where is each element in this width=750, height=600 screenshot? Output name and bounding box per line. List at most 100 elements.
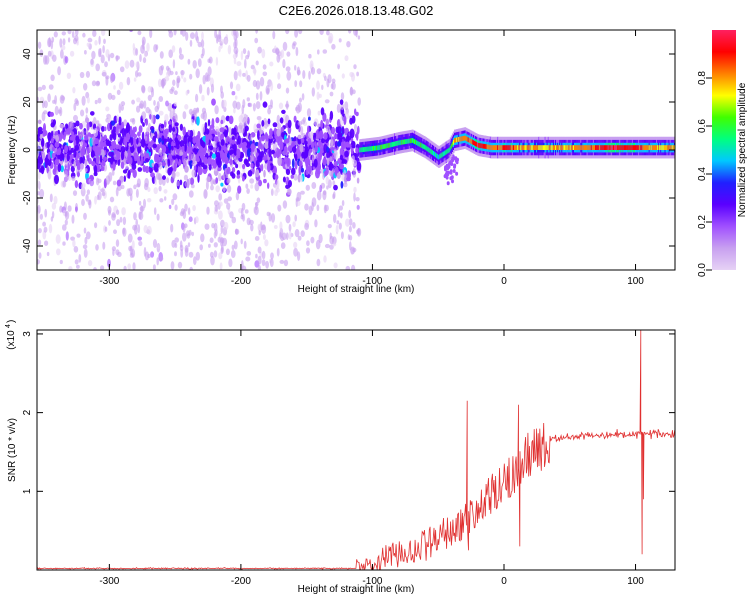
spectrogram-cell (620, 145, 622, 150)
spectrogram-cell (285, 214, 291, 224)
spectrogram-cell (76, 172, 80, 177)
spectrogram-cell (649, 145, 652, 150)
spectrogram-cell (41, 137, 45, 147)
spectrogram-cell (233, 57, 237, 65)
spectrogram-cell (184, 181, 189, 187)
snr-frame (36, 329, 676, 571)
spectrogram-cell (170, 261, 175, 270)
spectrogram-cell (270, 81, 274, 91)
spectrogram-cell (235, 159, 240, 164)
spectrogram-cell (37, 149, 40, 157)
spectrogram-cell (492, 145, 495, 150)
spectrogram-cell (441, 152, 443, 158)
spectrogram-cell (330, 139, 334, 146)
spectrogram-cell (664, 145, 667, 150)
spectrogram-cell (213, 242, 218, 248)
spectrogram-cell (231, 135, 235, 141)
spectrogram-cell (494, 145, 496, 150)
spectrogram-cell (113, 229, 117, 234)
spectrogram-cell (254, 182, 260, 192)
spectrogram-cell (419, 142, 421, 147)
spectrogram-cell (246, 148, 251, 158)
spectrogram-cell (184, 247, 189, 257)
spectrogram-cell (136, 97, 141, 103)
spectrogram-cell (298, 160, 303, 167)
spectrogram-cell (207, 66, 212, 76)
spectrogram-cell (233, 148, 237, 156)
spectrogram-cell (325, 176, 329, 185)
spectrogram-cell (250, 64, 255, 70)
spectrogram-cell (190, 184, 195, 189)
spectrogram-cell (148, 141, 151, 150)
spectrogram-cell (69, 154, 73, 161)
spectrogram-cell (350, 140, 356, 149)
spectrogram-cell (416, 140, 418, 146)
spectrogram-cell (73, 114, 78, 122)
spectrogram-cell (65, 174, 70, 181)
spectrogram-cell (171, 141, 175, 147)
spectrogram-cell (304, 140, 308, 147)
spectrogram-cell (599, 145, 601, 150)
spectrogram-cell (51, 202, 57, 210)
spectrogram-cell (357, 97, 362, 106)
spectrogram-cell (377, 145, 379, 151)
spectrogram-cell (287, 145, 293, 152)
spectrogram-cell (140, 44, 146, 54)
spectrogram-cell (571, 145, 574, 150)
spectrogram-cell (129, 59, 135, 68)
spectrogram-cell (176, 180, 180, 187)
spectrogram-cell (85, 117, 90, 123)
spectrogram-cell (81, 95, 86, 106)
spectrogram-cell (524, 145, 527, 150)
spectrogram-cell (195, 251, 200, 261)
spectrogram-cell (255, 202, 258, 210)
spectrogram-cell (285, 30, 290, 35)
spectrogram-cell (328, 32, 334, 43)
spectrogram-cell (641, 145, 643, 150)
spectrogram-cell (62, 224, 67, 231)
spectrogram-cell (92, 30, 97, 37)
colorbar-tick-label: 0.0 (697, 263, 708, 277)
spectrogram-cell (335, 224, 339, 235)
spectrogram-cell (192, 147, 197, 153)
spectrogram-cell (131, 163, 137, 170)
spectrogram-cell (208, 243, 211, 248)
spectrogram-cell (244, 209, 249, 214)
spectrogram-cell (176, 144, 180, 150)
spectrogram-cell (149, 30, 153, 39)
spectrogram-cell (311, 154, 315, 162)
spectrogram-cell (43, 110, 48, 115)
spectrogram-cell (218, 45, 221, 53)
spectrogram-cell (578, 145, 580, 150)
spectrogram-y-tick-label: 20 (22, 96, 33, 108)
spectrogram-cell (316, 258, 321, 267)
spectrogram-cell (449, 169, 453, 174)
spectrogram-cell (465, 136, 468, 141)
spectrogram-cell (151, 114, 154, 124)
spectrogram-cell (184, 165, 189, 173)
spectrogram-cell (121, 207, 126, 216)
spectrogram-cell (346, 176, 351, 182)
spectrogram-cell (167, 136, 170, 143)
spectrogram-cell (218, 172, 222, 182)
spectrogram-cell (99, 154, 103, 163)
spectrogram-cell (91, 50, 96, 60)
snr-x-tick-label: -300 (99, 576, 119, 587)
spectrogram-cell (255, 253, 258, 259)
spectrogram-cell (365, 146, 368, 152)
spectrogram-cell (232, 30, 237, 36)
spectrogram-cell (297, 251, 301, 262)
spectrogram-cell (198, 84, 203, 94)
spectrogram-cell (192, 107, 198, 115)
spectrogram-cell (550, 145, 553, 150)
spectrogram-cell (437, 154, 439, 159)
spectrogram-cell (440, 153, 442, 159)
spectrogram-cell (643, 145, 645, 150)
spectrogram-cell (123, 265, 127, 270)
spectrogram-cell (295, 197, 300, 202)
spectrogram-cell (43, 226, 48, 233)
spectrogram-cell (170, 223, 174, 233)
spectrogram-cell (214, 30, 218, 39)
spectrogram-cell (147, 94, 152, 101)
spectrogram-cell (64, 211, 68, 217)
